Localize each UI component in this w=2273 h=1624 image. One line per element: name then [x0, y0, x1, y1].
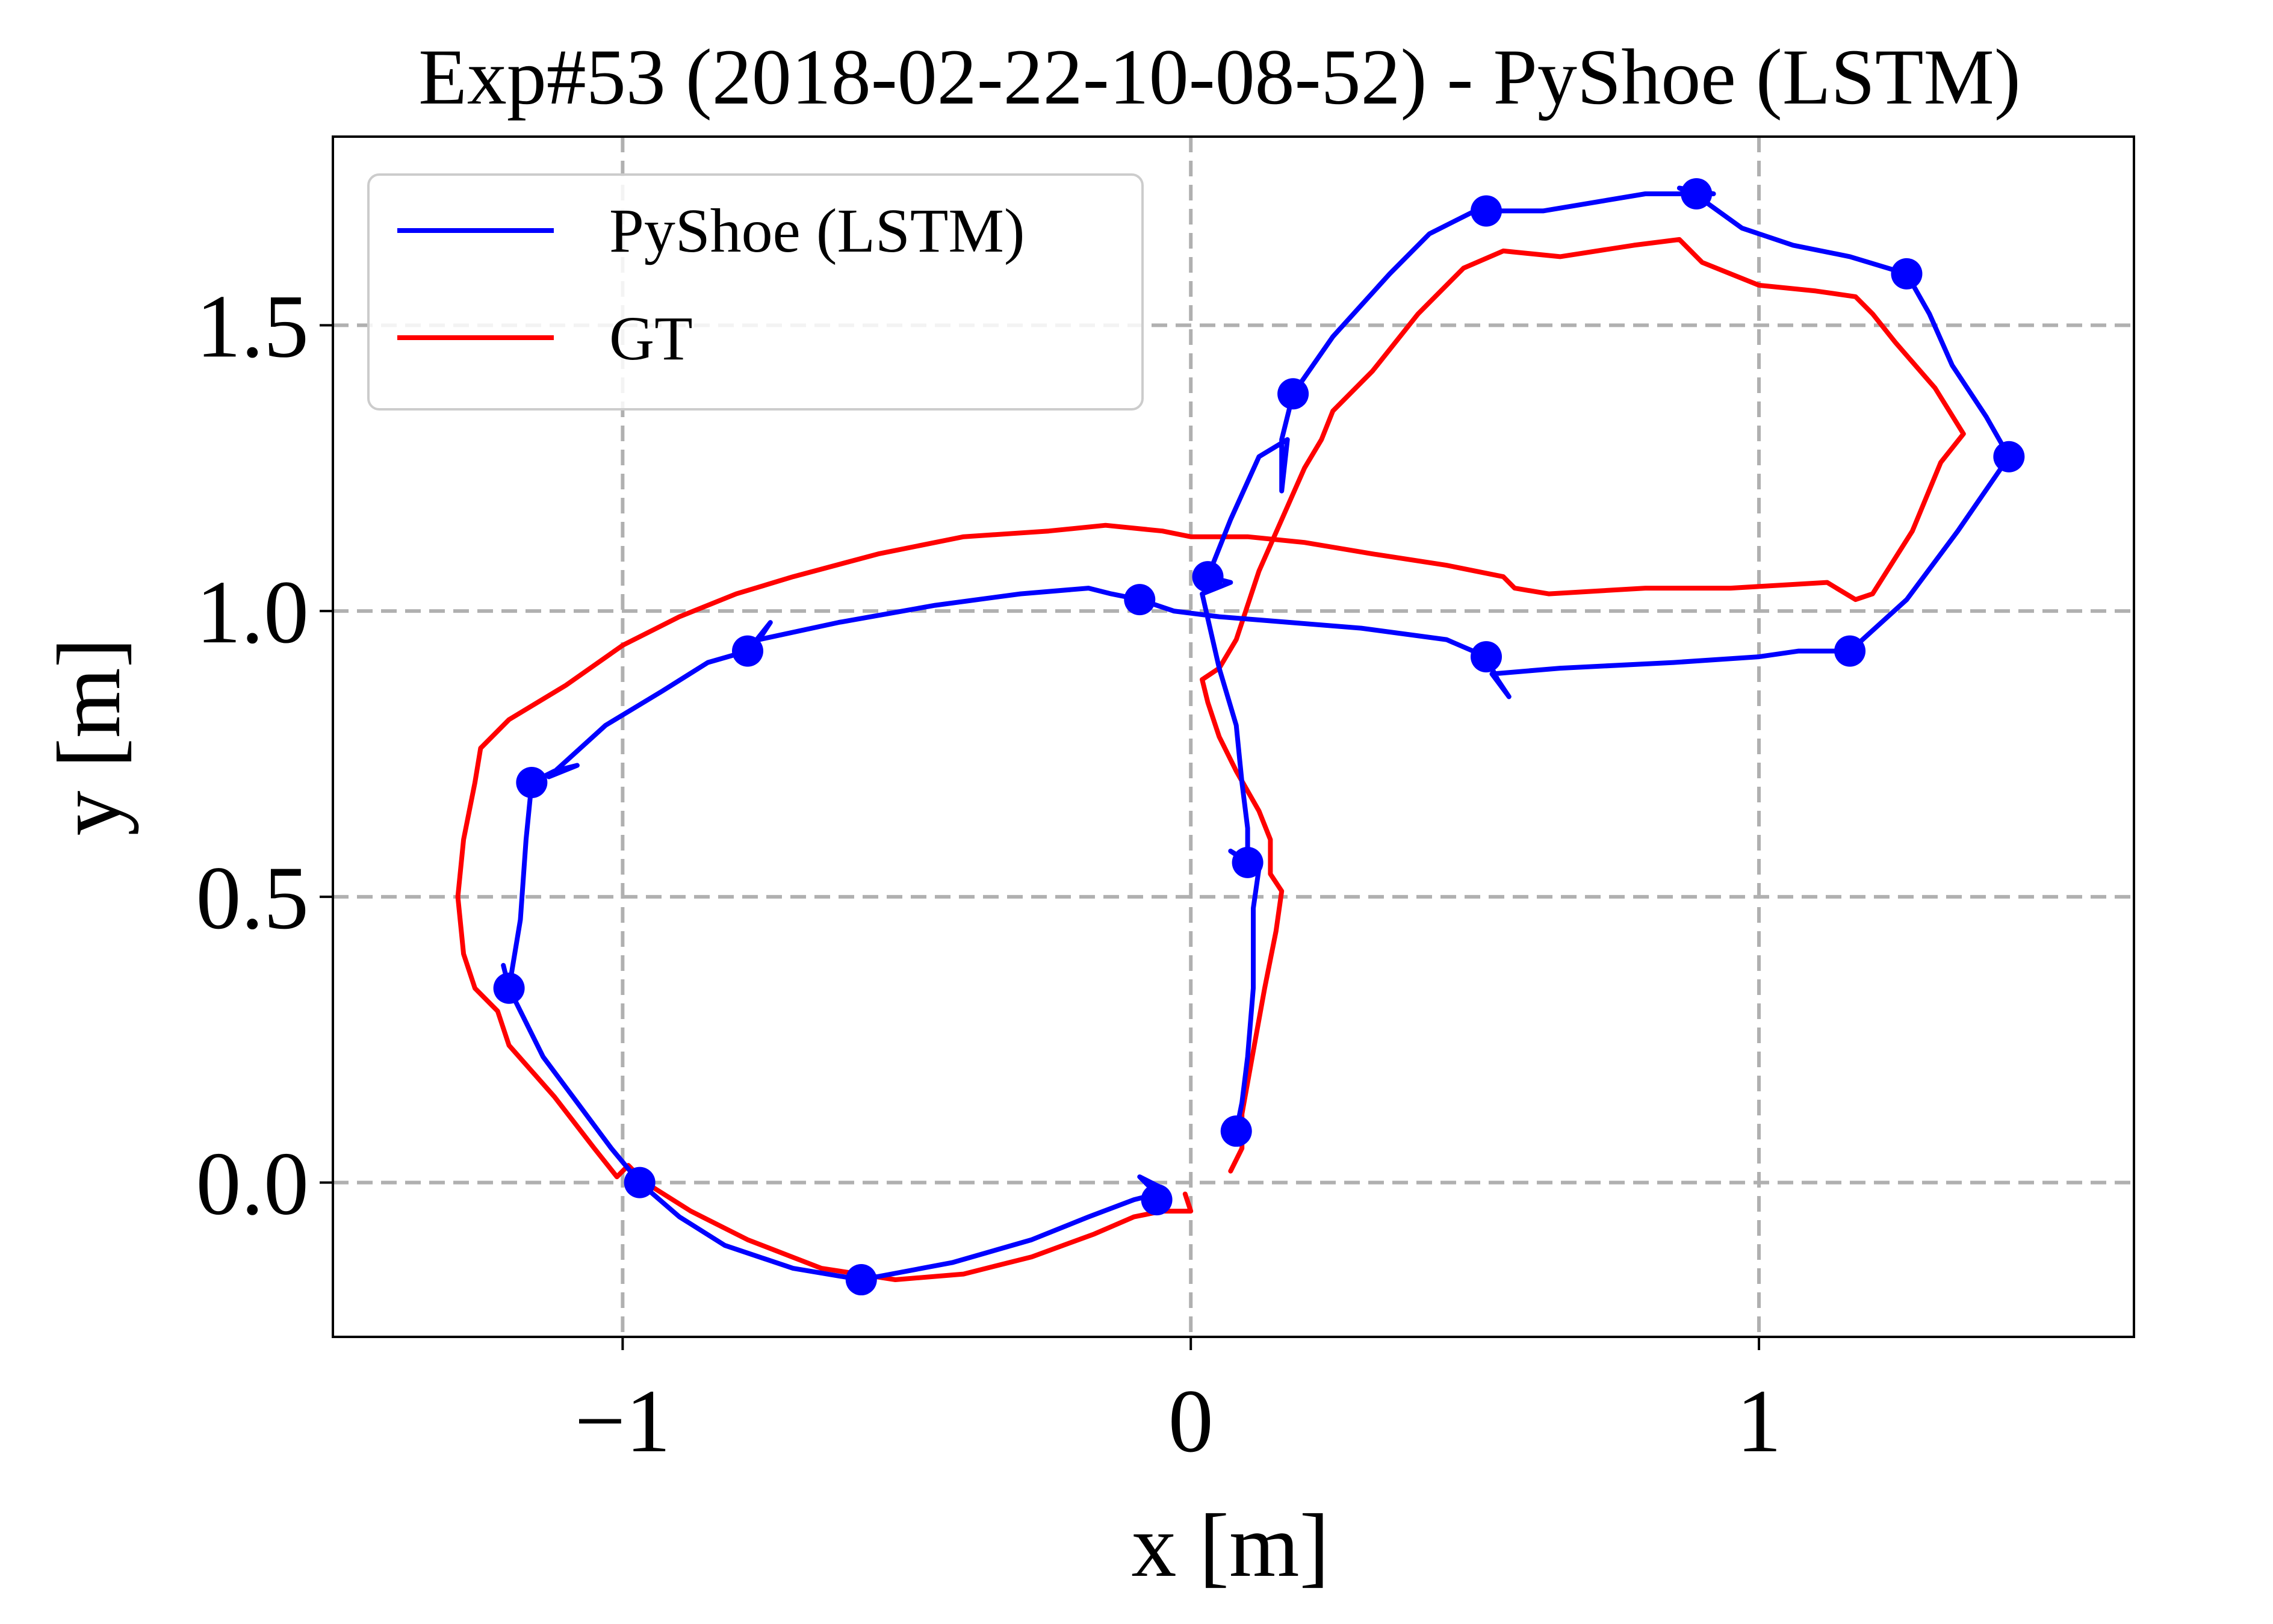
- step-marker: [1141, 1184, 1173, 1216]
- step-marker: [1277, 378, 1309, 410]
- step-marker: [732, 635, 764, 667]
- legend-box: [367, 173, 1144, 411]
- marker-layer: [493, 178, 2025, 1296]
- step-marker: [1993, 441, 2025, 473]
- chart-title: Exp#53 (2018-02-22-10-08-52) - PyShoe (L…: [418, 33, 2021, 121]
- plot-frame: [332, 135, 2135, 1338]
- series-line-gt: [455, 237, 1966, 1282]
- step-marker: [1124, 584, 1156, 616]
- step-marker: [1891, 258, 1923, 290]
- y-tick-label: 0.0: [196, 1134, 309, 1234]
- x-tick-label: −1: [575, 1371, 671, 1471]
- x-axis-label: x [m]: [1131, 1496, 1329, 1596]
- step-marker: [493, 972, 525, 1004]
- step-marker: [1471, 195, 1502, 227]
- y-tick-label: 0.5: [196, 848, 309, 948]
- step-marker: [1232, 846, 1264, 878]
- x-tick-label: 0: [1168, 1371, 1214, 1471]
- x-tick-label: 1: [1737, 1371, 1782, 1471]
- step-marker: [624, 1167, 656, 1198]
- step-marker: [516, 766, 548, 798]
- step-marker: [1192, 561, 1224, 593]
- step-marker: [1220, 1115, 1252, 1147]
- legend-label-gt: GT: [609, 304, 693, 373]
- legend: PyShoe (LSTM) GT: [367, 173, 1144, 411]
- legend-label-pyshoe: PyShoe (LSTM): [609, 196, 1025, 265]
- y-tick-label: 1.5: [196, 276, 309, 376]
- step-marker: [1471, 641, 1502, 673]
- step-marker: [845, 1264, 877, 1296]
- series-layer: [455, 185, 2012, 1282]
- y-axis: 0.0 0.5 1.0 1.5: [196, 276, 333, 1234]
- y-axis-label: y [m]: [39, 637, 139, 835]
- step-marker: [1681, 178, 1713, 209]
- series-line-pyshoe-lstm: [501, 185, 2012, 1282]
- x-axis: −1 0 1: [575, 1337, 1782, 1471]
- step-marker: [1834, 635, 1866, 667]
- y-tick-label: 1.0: [196, 562, 309, 662]
